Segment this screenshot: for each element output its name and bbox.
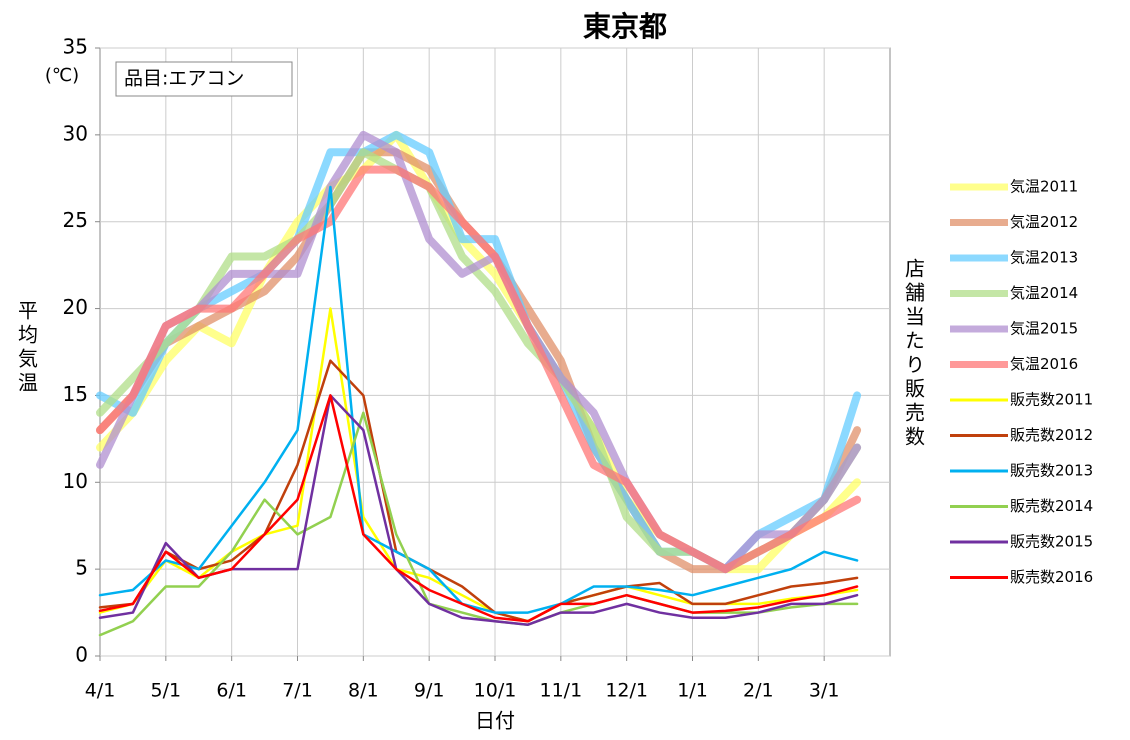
legend-label: 販売数2011	[1010, 391, 1093, 409]
plot-area	[95, 47, 891, 661]
legend-label: 販売数2013	[1010, 462, 1093, 480]
series-line	[96, 165, 862, 574]
x-tick-label: 8/1	[348, 680, 379, 702]
y-tick-label: 10	[63, 469, 88, 493]
legend-label: 気温2015	[1010, 320, 1078, 338]
series-line	[98, 394, 859, 623]
x-tick-label: 1/1	[677, 680, 708, 702]
legend-label: 気温2014	[1010, 284, 1078, 302]
y-unit: (℃)	[45, 65, 79, 86]
x-tick-label: 6/1	[216, 680, 247, 702]
x-tick-label: 11/1	[539, 680, 582, 702]
x-tick-label: 3/1	[809, 680, 840, 702]
y-axis-label: 平均気温	[15, 300, 39, 396]
legend-label: 販売数2014	[1010, 497, 1093, 515]
annotation-box	[115, 61, 293, 97]
series-line	[98, 411, 859, 637]
y-tick-label: 30	[63, 121, 88, 145]
annotation: 品目:エアコン	[124, 68, 244, 90]
legend-label: 販売数2015	[1010, 533, 1093, 551]
y-tick-label: 5	[75, 556, 88, 580]
series-line	[98, 185, 859, 614]
y-tick-label: 20	[63, 295, 88, 319]
y-tick-label: 15	[63, 382, 88, 406]
legend-label: 販売数2012	[1010, 426, 1093, 444]
x-tick-label: 2/1	[743, 680, 774, 702]
y2-axis-label: 店舗当たり販売数	[902, 258, 926, 450]
y-tick-label: 0	[75, 643, 88, 667]
x-tick-label: 12/1	[605, 680, 648, 702]
chart-title: 東京都	[583, 10, 667, 43]
legend-label: 気温2012	[1010, 213, 1078, 231]
x-tick-label: 9/1	[414, 680, 445, 702]
legend-label: 気温2011	[1010, 178, 1078, 196]
legend-label: 気温2013	[1010, 249, 1078, 267]
y-tick-label: 35	[63, 35, 88, 59]
legend-label: 気温2016	[1010, 355, 1078, 373]
x-tick-label: 10/1	[474, 680, 517, 702]
x-axis-label: 日付	[475, 709, 515, 733]
x-tick-label: 5/1	[151, 680, 182, 702]
y-tick-label: 25	[63, 208, 88, 232]
series-line	[98, 359, 859, 623]
x-tick-label: 4/1	[85, 680, 116, 702]
x-tick-label: 7/1	[282, 680, 313, 702]
legend-label: 販売数2016	[1010, 568, 1093, 586]
